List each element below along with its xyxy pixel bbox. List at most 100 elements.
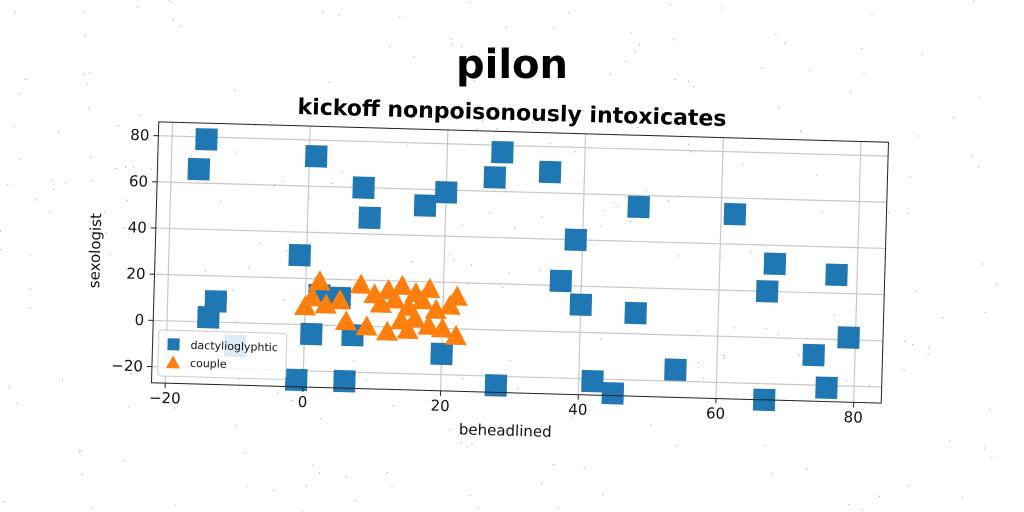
data-point-triangle	[383, 288, 406, 309]
speckle	[574, 151, 576, 153]
speckle	[909, 176, 911, 178]
speckle	[276, 392, 278, 394]
speckle	[135, 363, 136, 364]
legend-label: dactylioglyphtic	[190, 339, 278, 354]
speckle	[80, 450, 82, 451]
speckle	[244, 452, 246, 454]
speckle	[904, 340, 906, 342]
speckle	[903, 369, 905, 371]
legend-marker-square	[167, 338, 180, 351]
speckle	[171, 1, 173, 3]
data-point-triangle	[438, 294, 461, 315]
data-point-triangle	[375, 320, 398, 341]
speckle	[599, 225, 601, 227]
speckle	[259, 242, 261, 244]
speckle	[172, 19, 174, 21]
speckle	[724, 357, 725, 359]
speckle	[407, 145, 409, 147]
speckle	[90, 156, 92, 158]
speckle	[469, 1, 471, 3]
y-gridline	[155, 227, 886, 250]
speckle	[978, 166, 980, 168]
speckle	[305, 485, 307, 487]
x-axis-label: beheadlined	[459, 420, 552, 441]
speckle	[93, 229, 95, 231]
speckle	[136, 6, 138, 8]
speckle	[505, 26, 507, 28]
speckle	[476, 128, 478, 130]
speckle	[30, 288, 32, 290]
speckle	[471, 443, 473, 445]
speckle	[471, 264, 473, 266]
speckle	[917, 135, 919, 137]
data-point-square	[197, 306, 220, 329]
speckle	[123, 227, 125, 229]
speckle	[283, 299, 284, 301]
speckle	[942, 317, 944, 319]
speckle	[496, 128, 498, 130]
speckle	[53, 188, 54, 190]
speckle	[411, 261, 413, 263]
speckle	[453, 281, 455, 283]
speckle	[246, 485, 248, 487]
speckle	[270, 121, 272, 123]
speckle	[630, 32, 632, 34]
speckle	[62, 379, 63, 381]
speckle	[469, 495, 471, 497]
speckle	[65, 182, 67, 184]
speckle	[83, 73, 85, 75]
speckle	[235, 425, 237, 427]
data-point-square	[825, 263, 848, 287]
data-point-triangle	[308, 270, 331, 291]
data-point-square	[187, 157, 211, 181]
speckle	[630, 220, 631, 222]
speckle	[150, 168, 152, 170]
speckle	[365, 378, 367, 380]
data-point-square	[564, 228, 588, 252]
speckle	[722, 355, 724, 356]
speckle	[502, 287, 504, 289]
speckle	[137, 370, 139, 372]
data-point-square	[284, 368, 308, 392]
data-point-square	[802, 343, 825, 367]
axes-frame	[150, 121, 890, 404]
speckle	[157, 395, 159, 397]
speckle	[322, 11, 324, 13]
speckle	[29, 254, 31, 256]
speckle	[928, 347, 930, 349]
speckle	[674, 78, 676, 80]
speckle	[572, 417, 574, 419]
data-point-triangle	[328, 289, 351, 310]
speckle	[540, 482, 542, 484]
speckle	[30, 307, 32, 309]
speckle	[58, 131, 60, 133]
data-point-square	[434, 180, 458, 204]
speckle	[637, 127, 639, 128]
speckle	[353, 118, 355, 120]
speckle	[603, 210, 605, 212]
speckle	[984, 311, 986, 313]
speckle	[961, 496, 963, 498]
speckle	[319, 472, 320, 474]
speckle	[450, 38, 452, 40]
speckle	[972, 155, 973, 157]
speckle	[845, 380, 847, 382]
speckle	[784, 42, 786, 44]
speckle	[248, 267, 250, 269]
data-point-square	[664, 358, 687, 381]
speckle	[688, 80, 690, 82]
data-point-triangle	[349, 273, 372, 294]
speckle	[253, 124, 255, 126]
speckle	[697, 331, 699, 333]
speckle	[617, 205, 619, 207]
speckle	[871, 14, 873, 16]
data-point-square	[491, 140, 514, 164]
speckle	[972, 0, 974, 2]
speckle	[456, 119, 458, 121]
x-gridline	[853, 141, 862, 403]
speckle	[174, 407, 176, 409]
speckle	[190, 155, 192, 157]
speckle	[734, 327, 736, 329]
speckle	[863, 74, 865, 76]
